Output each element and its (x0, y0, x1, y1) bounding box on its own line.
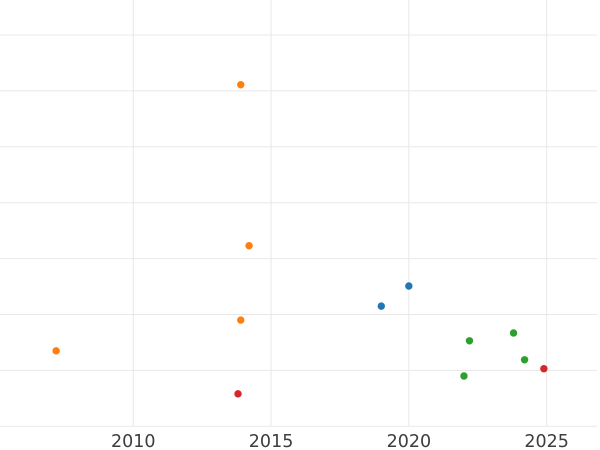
x-tick-label: 2020 (387, 432, 432, 450)
data-point (509, 329, 518, 337)
data-point (245, 242, 253, 250)
x-axis-tick-labels: 2010 2015 2020 2025 (111, 432, 569, 450)
data-point (460, 372, 468, 380)
data-point (540, 365, 548, 373)
data-point (405, 282, 413, 290)
x-tick-label: 2025 (524, 432, 569, 450)
data-point (520, 356, 529, 364)
orange-series (52, 81, 253, 355)
red-series (234, 365, 548, 398)
data-point (234, 390, 242, 398)
blue-series (377, 282, 413, 310)
green-series (460, 329, 529, 380)
data-point (237, 81, 245, 89)
data-point (52, 347, 60, 355)
data-point (377, 302, 385, 310)
x-tick-label: 2015 (249, 432, 294, 450)
gridlines (0, 0, 597, 427)
data-point (237, 316, 245, 324)
data-point (465, 337, 474, 345)
x-tick-label: 2010 (111, 432, 156, 450)
